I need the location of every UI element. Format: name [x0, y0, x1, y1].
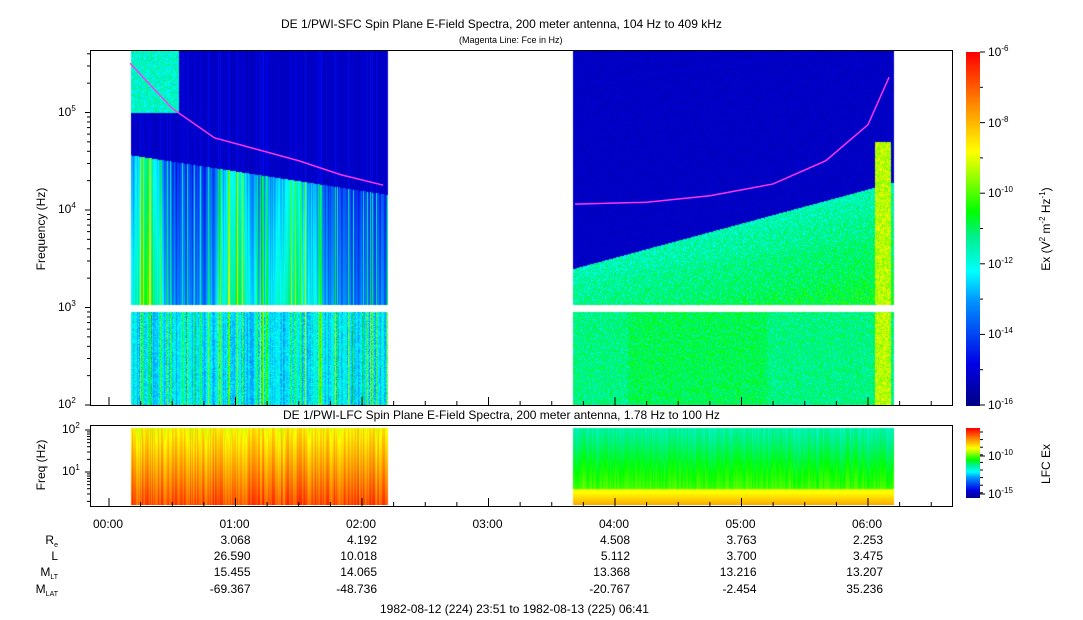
colorbar-tick-label: 10-10	[988, 448, 1013, 464]
top-panel-title: DE 1/PWI-SFC Spin Plane E-Field Spectra,…	[281, 17, 722, 31]
ephemeris-row-label: Re	[45, 533, 58, 549]
x-tick-label: 05:00	[725, 517, 756, 531]
label-main: M	[40, 565, 51, 579]
ephemeris-value: 3.700	[726, 549, 757, 563]
ephemeris-value: 4.508	[599, 533, 630, 547]
ephemeris-value: -2.454	[722, 582, 757, 596]
y-tick-label: 103	[58, 298, 76, 314]
x-tick-label: 02:00	[346, 517, 377, 531]
ephemeris-value: 2.253	[852, 533, 883, 547]
ephemeris-value: 14.065	[340, 565, 377, 579]
ephemeris-value: 3.763	[726, 533, 757, 547]
ephemeris-value: 26.590	[213, 549, 251, 563]
label-subscript: LT	[50, 574, 58, 581]
colorbar-tick-label: 10-16	[988, 397, 1013, 413]
tick-exponent: -6	[1001, 44, 1009, 53]
time-range-footer: 1982-08-12 (224) 23:51 to 1982-08-13 (22…	[380, 602, 649, 616]
tick-exponent: -10	[1001, 448, 1013, 457]
y-tick-label: 102	[58, 396, 76, 412]
tick-base: 10	[988, 256, 1002, 271]
x-tick-label: 04:00	[599, 517, 630, 531]
label-main: R	[45, 533, 55, 547]
ephemeris-value: 35.236	[846, 582, 883, 596]
tick-exponent: -12	[1001, 255, 1013, 265]
lfc-spectrogram	[90, 425, 952, 505]
tick-exponent: -15	[1001, 486, 1013, 495]
lower-plot-frame	[90, 425, 953, 507]
tick-base: 10	[988, 398, 1002, 412]
ephemeris-value: 5.112	[600, 549, 630, 563]
ephemeris-value: 3.475	[852, 549, 883, 563]
colorbar-tick-label: 10-14	[988, 326, 1013, 342]
top-panel-subtitle: (Magenta Line: Fce in Hz)	[459, 35, 563, 45]
lower-panel-title: DE 1/PWI-LFC Spin Plane E-Field Spectra,…	[283, 408, 720, 422]
ephemeris-value: -20.767	[589, 582, 630, 596]
fce-line-segment-2	[574, 76, 890, 205]
tick-exponent: 2	[71, 396, 76, 405]
y-tick-label: 104	[58, 201, 76, 217]
tick-exponent: -14	[1001, 326, 1013, 336]
ephemeris-value: -69.367	[209, 582, 251, 596]
tick-base: 10	[58, 202, 72, 216]
ephemeris-row-label: MLAT	[35, 582, 58, 598]
tick-base: 10	[988, 487, 1002, 501]
ephemeris-value: -48.736	[336, 582, 377, 596]
tick-base: 10	[988, 115, 1002, 130]
label-main: M	[35, 582, 46, 596]
ephemeris-row-label: L	[51, 549, 58, 563]
top-plot-frame	[90, 50, 953, 406]
tick-exponent: -8	[1001, 114, 1009, 124]
tick-base: 10	[58, 299, 72, 314]
sfc-spectrogram	[90, 50, 952, 405]
label-subscript: LAT	[45, 591, 58, 598]
tick-base: 10	[988, 186, 1002, 201]
tick-base: 10	[62, 422, 76, 436]
x-tick-label: 03:00	[472, 517, 503, 531]
ephemeris-value: 10.018	[340, 549, 377, 563]
tick-base: 10	[988, 327, 1002, 342]
ephemeris-value: 13.368	[593, 565, 630, 579]
ephemeris-value: 15.455	[213, 565, 251, 579]
fce-line-segment-1	[129, 62, 384, 186]
tick-exponent: 4	[71, 201, 76, 210]
tick-base: 10	[988, 449, 1002, 463]
tick-base: 10	[58, 397, 72, 411]
ephemeris-value: 4.192	[346, 533, 377, 547]
tick-exponent: 1	[75, 463, 80, 472]
lfc-colorbar	[966, 428, 980, 498]
label-main: L	[51, 549, 58, 563]
tick-base: 10	[988, 45, 1002, 59]
sfc-colorbar	[966, 52, 980, 406]
ephemeris-row-label: MLT	[40, 565, 58, 581]
y-tick-label: 102	[62, 421, 80, 437]
y-tick-label: 105	[58, 103, 76, 119]
tick-base: 10	[58, 104, 72, 119]
y-tick-label: 101	[62, 463, 80, 479]
ephemeris-value: 13.216	[719, 565, 757, 579]
colorbar-tick-label: 10-12	[988, 255, 1013, 271]
x-tick-label: 00:00	[93, 517, 124, 531]
colorbar-tick-label: 10-15	[988, 486, 1013, 502]
tick-exponent: 3	[71, 298, 76, 308]
tick-exponent: 2	[75, 421, 80, 430]
ephemeris-value: 3.068	[220, 533, 251, 547]
tick-exponent: 5	[71, 103, 76, 113]
tick-base: 10	[62, 464, 76, 478]
x-tick-label: 01:00	[219, 517, 250, 531]
tick-exponent: -16	[1001, 397, 1013, 406]
colorbar-tick-label: 10-8	[988, 114, 1009, 130]
colorbar-tick-label: 10-6	[988, 44, 1009, 60]
tick-exponent: -10	[1001, 185, 1013, 195]
colorbar-tick-label: 10-10	[988, 185, 1013, 201]
x-tick-label: 06:00	[852, 517, 883, 531]
ephemeris-value: 13.207	[846, 565, 883, 579]
label-subscript: e	[54, 542, 58, 549]
